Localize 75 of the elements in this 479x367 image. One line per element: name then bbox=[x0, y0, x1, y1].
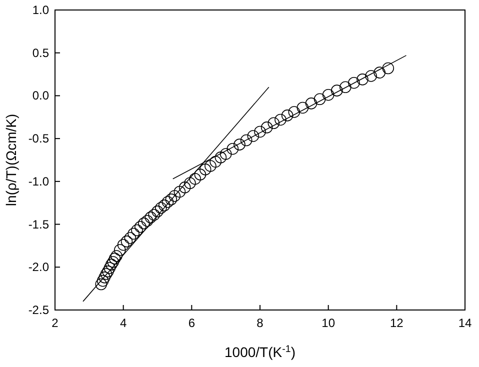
x-tick-label: 14 bbox=[458, 316, 472, 330]
y-tick-label: -2.5 bbox=[28, 303, 50, 317]
point bbox=[214, 152, 227, 164]
point bbox=[155, 202, 167, 214]
point bbox=[226, 142, 239, 155]
point bbox=[382, 62, 394, 74]
point bbox=[322, 88, 334, 101]
point bbox=[356, 74, 368, 86]
point bbox=[178, 182, 191, 194]
point bbox=[162, 196, 174, 208]
point bbox=[254, 126, 266, 138]
point bbox=[340, 81, 352, 94]
y-tick-label: -1.5 bbox=[28, 217, 50, 232]
point bbox=[95, 278, 108, 290]
point bbox=[138, 218, 150, 230]
x-tick-label: 8 bbox=[256, 316, 264, 330]
point bbox=[174, 186, 186, 198]
y-tick-label: 1.0 bbox=[32, 3, 50, 17]
point bbox=[104, 262, 116, 274]
point bbox=[105, 258, 118, 270]
point bbox=[120, 236, 133, 248]
point bbox=[117, 238, 130, 251]
point bbox=[199, 164, 212, 176]
point bbox=[165, 194, 178, 206]
point bbox=[288, 106, 300, 118]
point bbox=[247, 130, 260, 142]
x-tick-label: 4 bbox=[120, 316, 127, 330]
point bbox=[210, 156, 222, 168]
point bbox=[234, 138, 246, 150]
point bbox=[296, 102, 309, 114]
point bbox=[148, 208, 160, 221]
x-tick-label: 2 bbox=[52, 316, 59, 330]
point bbox=[114, 244, 126, 256]
x-tick-label: 10 bbox=[322, 316, 336, 330]
point bbox=[314, 93, 326, 106]
y-tick-label: -2.0 bbox=[28, 260, 50, 274]
point bbox=[102, 266, 114, 278]
y-tick-label: 0.0 bbox=[32, 88, 50, 103]
point bbox=[184, 177, 196, 190]
point bbox=[348, 76, 360, 89]
y-axis-title: ln(ρ/T)(Ωcm/K) bbox=[3, 114, 19, 206]
point bbox=[330, 84, 343, 96]
point bbox=[144, 212, 157, 224]
point bbox=[96, 274, 109, 287]
point bbox=[100, 268, 112, 280]
point bbox=[152, 206, 164, 218]
y-tick-label: -0.5 bbox=[28, 132, 50, 146]
y-tick-label: 0.5 bbox=[32, 46, 50, 60]
point bbox=[98, 272, 110, 284]
point bbox=[374, 66, 386, 78]
point bbox=[365, 70, 377, 82]
point bbox=[204, 160, 216, 172]
point bbox=[141, 214, 154, 227]
point bbox=[158, 200, 170, 212]
x-tick-label: 6 bbox=[188, 316, 196, 330]
point bbox=[124, 232, 136, 244]
point bbox=[305, 98, 318, 110]
point bbox=[194, 168, 206, 180]
point bbox=[134, 220, 146, 233]
point bbox=[189, 172, 201, 185]
point bbox=[110, 250, 122, 262]
point bbox=[240, 134, 252, 146]
point bbox=[168, 190, 180, 202]
point bbox=[274, 114, 286, 126]
y-tick-label: -1.0 bbox=[28, 174, 50, 188]
x-axis-title: 1000/T(K$^{-1}$) bbox=[224, 344, 296, 360]
point bbox=[260, 122, 273, 134]
point bbox=[268, 117, 280, 130]
point bbox=[131, 224, 143, 236]
point bbox=[128, 228, 140, 240]
point bbox=[107, 256, 119, 268]
point bbox=[220, 148, 232, 160]
point bbox=[108, 252, 121, 264]
point bbox=[281, 110, 294, 122]
x-tick-label: 12 bbox=[390, 316, 404, 330]
